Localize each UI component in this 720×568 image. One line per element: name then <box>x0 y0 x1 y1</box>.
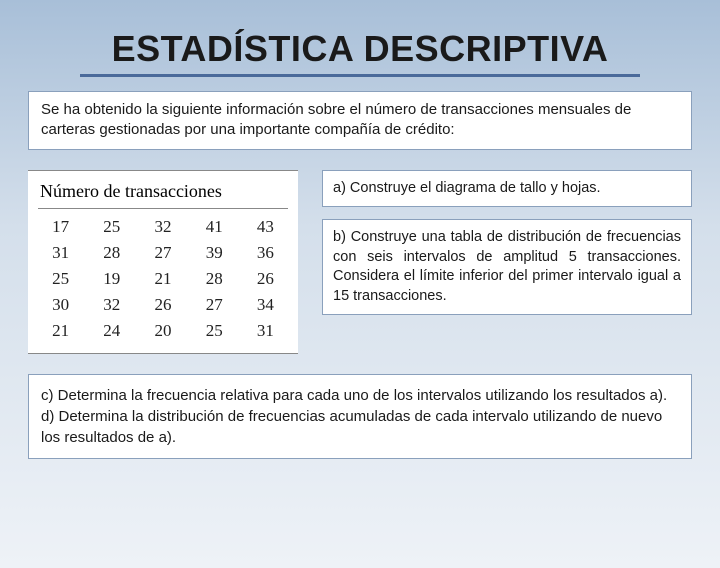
cell: 41 <box>196 217 233 237</box>
cell: 36 <box>247 243 284 263</box>
cell: 28 <box>196 269 233 289</box>
cell: 31 <box>247 321 284 341</box>
cell: 25 <box>93 217 130 237</box>
intro-text: Se ha obtenido la siguiente información … <box>41 101 631 138</box>
questions-right-column: a) Construye el diagrama de tallo y hoja… <box>322 170 692 316</box>
cell: 32 <box>144 217 181 237</box>
cell: 25 <box>196 321 233 341</box>
question-b-box: b) Construye una tabla de distribución d… <box>322 219 692 315</box>
cell: 21 <box>42 321 79 341</box>
cell: 31 <box>42 243 79 263</box>
intro-text-box: Se ha obtenido la siguiente información … <box>28 91 692 150</box>
cell: 28 <box>93 243 130 263</box>
cell: 25 <box>42 269 79 289</box>
question-a-box: a) Construye el diagrama de tallo y hoja… <box>322 170 692 208</box>
data-table: Número de transacciones 17 25 32 41 43 3… <box>28 170 298 354</box>
cell: 27 <box>144 243 181 263</box>
cell: 21 <box>144 269 181 289</box>
question-a-text: a) Construye el diagrama de tallo y hoja… <box>333 180 601 196</box>
cell: 17 <box>42 217 79 237</box>
question-b-text: b) Construye una tabla de distribución d… <box>333 229 681 304</box>
cell: 34 <box>247 295 284 315</box>
cell: 26 <box>247 269 284 289</box>
data-table-heading: Número de transacciones <box>38 177 288 209</box>
cell: 39 <box>196 243 233 263</box>
cell: 27 <box>196 295 233 315</box>
cell: 20 <box>144 321 181 341</box>
question-c-text: c) Determina la frecuencia relativa para… <box>41 385 679 406</box>
cell: 43 <box>247 217 284 237</box>
data-grid: 17 25 32 41 43 31 28 27 39 36 25 19 21 2… <box>38 215 288 343</box>
cell: 19 <box>93 269 130 289</box>
cell: 32 <box>93 295 130 315</box>
middle-row: Número de transacciones 17 25 32 41 43 3… <box>28 170 692 354</box>
slide-title: ESTADÍSTICA DESCRIPTIVA <box>80 28 640 77</box>
question-d-text: d) Determina la distribución de frecuenc… <box>41 406 679 448</box>
cell: 26 <box>144 295 181 315</box>
cell: 24 <box>93 321 130 341</box>
questions-cd-box: c) Determina la frecuencia relativa para… <box>28 374 692 459</box>
cell: 30 <box>42 295 79 315</box>
